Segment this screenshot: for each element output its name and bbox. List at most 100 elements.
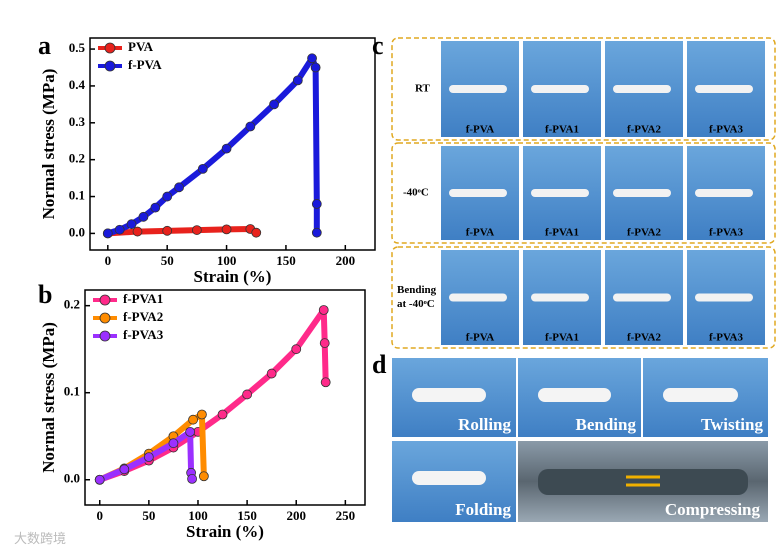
x-tick-label: 150 bbox=[237, 508, 257, 523]
x-tick-label: 0 bbox=[105, 253, 112, 268]
data-point bbox=[292, 75, 303, 86]
sample bbox=[531, 189, 589, 197]
photo-caption: Folding bbox=[455, 500, 511, 519]
data-point bbox=[119, 464, 130, 475]
series-line bbox=[107, 225, 258, 237]
x-tick-label: 100 bbox=[217, 253, 237, 268]
x-tick-label: 200 bbox=[286, 508, 306, 523]
data-point bbox=[197, 409, 207, 420]
y-axis-title: Normal stress (MPa) bbox=[39, 322, 58, 473]
photo-caption: f-PVA1 bbox=[545, 124, 579, 136]
series-line bbox=[106, 55, 320, 237]
y-tick-label: 0.0 bbox=[69, 224, 85, 239]
x-tick-label: 50 bbox=[161, 253, 174, 268]
plot-frame bbox=[89, 37, 376, 251]
legend-label: f-PVA3 bbox=[123, 327, 164, 342]
data-point bbox=[188, 414, 198, 425]
y-tick-label: 0.4 bbox=[69, 77, 86, 92]
x-tick-label: 150 bbox=[276, 253, 296, 268]
sample bbox=[538, 469, 748, 495]
photo-caption: f-PVA bbox=[466, 124, 495, 136]
sample bbox=[663, 388, 738, 402]
y-axis-title: Normal stress (MPa) bbox=[39, 69, 58, 220]
y-tick-label: 0.0 bbox=[64, 471, 80, 486]
legend-label: f-PVA2 bbox=[123, 309, 163, 324]
legend-marker bbox=[104, 60, 116, 72]
sample bbox=[531, 85, 589, 93]
data-point bbox=[198, 471, 209, 482]
data-point bbox=[114, 224, 125, 235]
data-point bbox=[197, 163, 208, 174]
data-point bbox=[319, 338, 330, 348]
data-point bbox=[269, 99, 279, 110]
photo-caption: f-PVA1 bbox=[545, 332, 579, 344]
legend-label: f-PVA1 bbox=[123, 291, 163, 306]
data-point bbox=[126, 219, 137, 230]
photo-caption: f-PVA1 bbox=[545, 227, 579, 239]
photo-caption: f-PVA3 bbox=[709, 124, 744, 136]
data-point bbox=[310, 62, 321, 73]
row-label: Bending bbox=[397, 284, 437, 296]
photos bbox=[392, 41, 768, 522]
watermark: 大数跨境 bbox=[14, 531, 66, 546]
data-point bbox=[174, 182, 184, 193]
sample bbox=[538, 388, 611, 402]
y-tick-label: 0.1 bbox=[64, 384, 80, 399]
panel-label: a bbox=[38, 31, 51, 60]
legend-label: f-PVA bbox=[128, 57, 162, 72]
data-point bbox=[266, 368, 277, 379]
sample bbox=[613, 189, 671, 197]
data-point bbox=[187, 473, 197, 484]
data-point bbox=[307, 53, 317, 64]
sample bbox=[695, 189, 753, 197]
data-point bbox=[242, 389, 253, 400]
legend-marker bbox=[104, 42, 116, 54]
data-point bbox=[102, 228, 113, 239]
y-tick-label: 0.2 bbox=[64, 297, 80, 312]
panel-label: b bbox=[38, 280, 52, 309]
data-point bbox=[138, 211, 149, 222]
sample bbox=[613, 85, 671, 93]
x-axis-title: Strain (%) bbox=[194, 267, 272, 286]
sample bbox=[695, 293, 753, 302]
data-point bbox=[245, 121, 256, 132]
data-point bbox=[217, 409, 228, 420]
data-point bbox=[150, 202, 161, 213]
y-tick-label: 0.1 bbox=[69, 188, 85, 203]
photo-caption: f-PVA3 bbox=[709, 227, 744, 239]
data-point bbox=[221, 143, 232, 154]
y-tick-label: 0.3 bbox=[69, 114, 86, 129]
sample bbox=[449, 85, 507, 93]
panel-label: d bbox=[372, 350, 387, 379]
photo-caption: f-PVA2 bbox=[627, 332, 662, 344]
legend-marker bbox=[99, 330, 111, 342]
sample bbox=[412, 388, 486, 402]
photo-caption: Rolling bbox=[458, 415, 511, 434]
row-frame bbox=[391, 246, 776, 349]
x-tick-label: 0 bbox=[96, 508, 103, 523]
x-tick-label: 250 bbox=[336, 508, 356, 523]
data-point bbox=[185, 426, 196, 437]
sample bbox=[695, 85, 753, 93]
y-tick-label: 0.5 bbox=[69, 40, 86, 55]
sample bbox=[449, 293, 507, 302]
photo-caption: f-PVA3 bbox=[709, 332, 744, 344]
photo-caption: f-PVA bbox=[466, 227, 495, 239]
data-point bbox=[221, 224, 232, 235]
data-point bbox=[143, 452, 154, 463]
data-point bbox=[94, 474, 105, 485]
row-label: -40ᵒC bbox=[403, 187, 429, 199]
x-axis-title: Strain (%) bbox=[186, 522, 264, 541]
legend-marker bbox=[99, 294, 111, 306]
data-point bbox=[311, 227, 322, 238]
data-point bbox=[162, 225, 173, 236]
data-point bbox=[168, 438, 179, 449]
x-tick-label: 50 bbox=[142, 508, 155, 523]
row-label: RT bbox=[415, 83, 431, 95]
data-point bbox=[318, 305, 329, 315]
photo-caption: f-PVA bbox=[466, 332, 495, 344]
plot-frame bbox=[84, 289, 366, 506]
row-frame bbox=[391, 37, 776, 141]
sample bbox=[613, 293, 671, 302]
